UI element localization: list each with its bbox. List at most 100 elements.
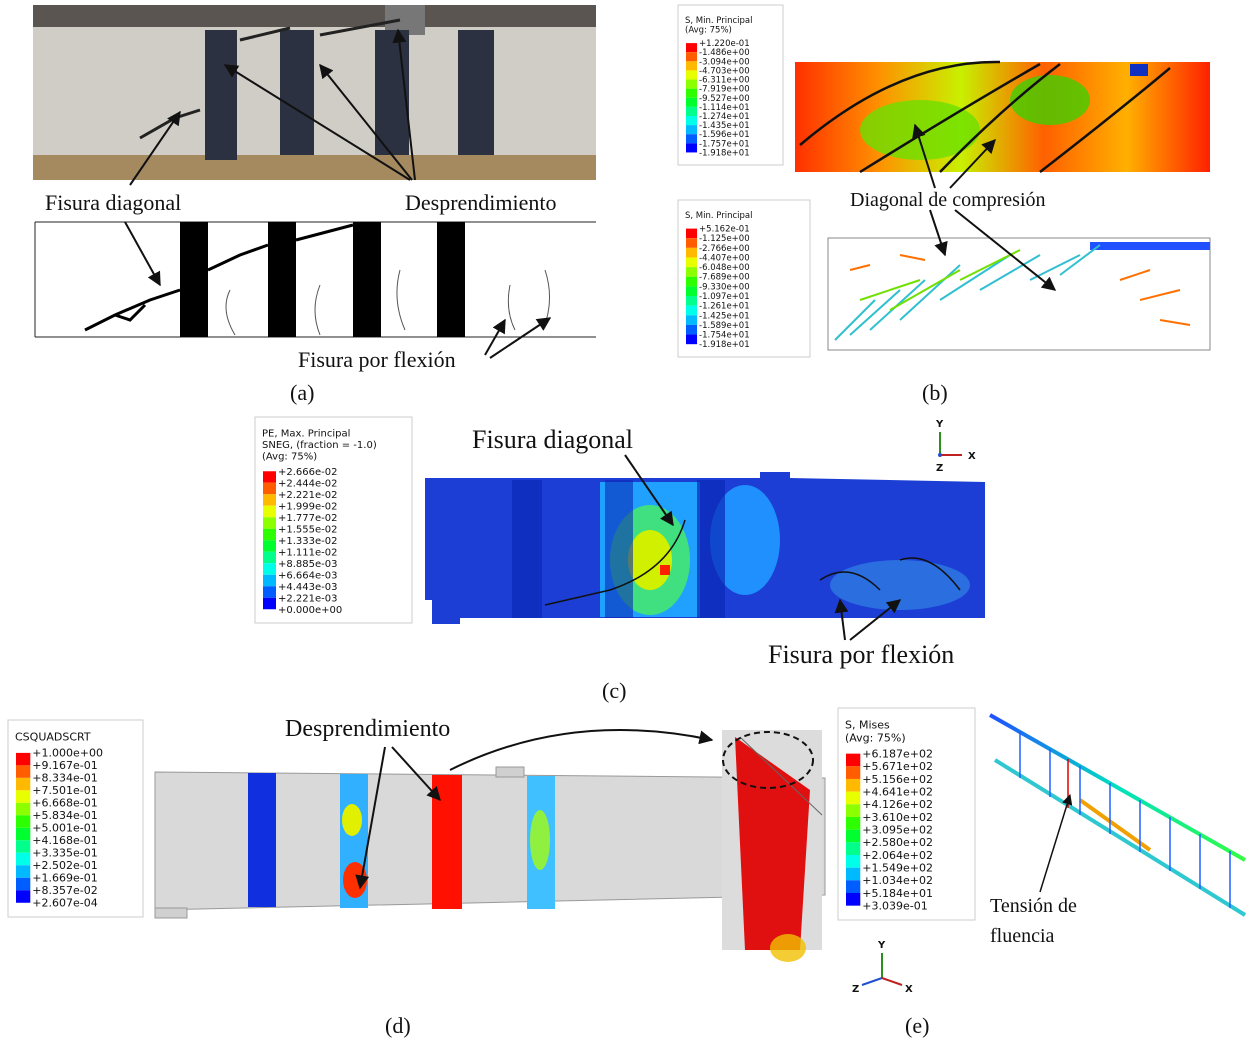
legend-swatch [686, 277, 697, 287]
legend-swatch [16, 878, 30, 890]
legend-swatch [686, 267, 697, 277]
legend-swatch [16, 815, 30, 827]
annotation: Desprendimiento [405, 190, 557, 215]
annotation: Fisura diagonal [472, 425, 633, 454]
legend-value: +1.555e-02 [278, 524, 338, 535]
annotation: Fisura por flexión [298, 347, 456, 372]
annotation: Tensión de [990, 895, 1077, 917]
annotation: Fisura por flexión [768, 640, 954, 669]
legend-value: +1.777e-02 [278, 513, 338, 524]
legend-value: +6.187e+02 [862, 747, 933, 760]
legend-swatch [686, 238, 697, 248]
sketch-a [35, 222, 596, 337]
legend-swatch [686, 89, 697, 98]
legend-swatch [686, 257, 697, 267]
legend-value: -1.097e+01 [699, 292, 750, 302]
legend-swatch [846, 804, 860, 817]
legend-swatch [686, 134, 697, 143]
legend-value: +1.111e-02 [278, 547, 338, 558]
legend-title: S, Min. Principal [685, 16, 753, 26]
legend-swatch [686, 143, 697, 152]
figure: Fisura diagonal Desprendimiento Fisura p… [0, 0, 1249, 1040]
rebar-e [990, 715, 1245, 915]
legend-swatch [686, 70, 697, 79]
legend-swatch [686, 98, 697, 107]
legend-swatch [263, 598, 276, 610]
legend-value: +7.501e-01 [32, 784, 97, 797]
legend-value: +3.335e-01 [32, 847, 97, 860]
legend-title: PE, Max. Principal [262, 429, 350, 440]
legend-swatch [686, 325, 697, 335]
legend-swatch [686, 315, 697, 325]
legend-value: +2.444e-02 [278, 478, 338, 489]
annotation: fluencia [990, 925, 1055, 947]
legend-value: +6.664e-03 [278, 570, 338, 581]
legend-swatch [686, 116, 697, 125]
legend-value: +5.162e-01 [699, 225, 750, 235]
legend-swatch [686, 296, 697, 306]
legend-value: +4.641e+02 [862, 785, 933, 798]
legend-value: +0.000e+00 [278, 605, 342, 616]
legend-value: -1.589e+01 [699, 321, 750, 331]
legend-swatch [16, 865, 30, 877]
legend-value: +4.126e+02 [862, 798, 933, 811]
legend-swatch [263, 529, 276, 541]
triad-label: X [905, 984, 913, 995]
legend-value: +8.357e-02 [32, 884, 97, 897]
legend-value: +6.668e-01 [32, 797, 97, 810]
panel-label: (d) [385, 1013, 411, 1038]
panel-label: (b) [922, 380, 948, 405]
legend-value: +2.064e+02 [862, 849, 933, 862]
legend-value: +2.221e-02 [278, 490, 338, 501]
legend-value: -1.918e+01 [699, 340, 750, 350]
legend-value: +3.095e+02 [862, 824, 933, 837]
legend-value: +3.039e-01 [862, 900, 927, 913]
legend-swatch [686, 61, 697, 70]
legend-swatch [846, 754, 860, 767]
legend-swatch [16, 765, 30, 777]
legend-value: +5.156e+02 [862, 773, 933, 786]
legend-value: +1.333e-02 [278, 536, 338, 547]
legend-swatch [686, 80, 697, 89]
legend-swatch [263, 506, 276, 518]
legend-value: +1.034e+02 [862, 874, 933, 887]
legend-swatch [16, 753, 30, 765]
panel-label: (e) [905, 1013, 929, 1038]
legend-value: +8.885e-03 [278, 559, 338, 570]
page: { "panel_a": {"label": "(a)", "annotatio… [0, 0, 1249, 1040]
legend-title: SNEG, (fraction = -1.0) [262, 440, 377, 451]
legend-value: +9.167e-01 [32, 759, 97, 772]
legend-swatch [846, 842, 860, 855]
legend-value: +2.607e-04 [32, 897, 97, 910]
legend-value: +4.443e-03 [278, 582, 338, 593]
legend-value: +2.221e-03 [278, 593, 338, 604]
triad-e [862, 953, 902, 985]
legend-value: +2.666e-02 [278, 467, 338, 478]
legend-title: S, Mises [845, 719, 890, 732]
contour-c [425, 472, 985, 624]
legend-swatch [263, 563, 276, 575]
legend-value: +5.671e+02 [862, 760, 933, 773]
legend-value: -6.048e+00 [699, 263, 750, 273]
legend-swatch [846, 855, 860, 868]
annotation: Fisura diagonal [45, 190, 181, 215]
annotation: Desprendimiento [285, 716, 450, 742]
panel-label: (c) [602, 678, 626, 703]
legend-swatch [846, 830, 860, 843]
legend-swatch [16, 790, 30, 802]
arrow-e [1040, 795, 1070, 892]
legend-value: +2.502e-01 [32, 859, 97, 872]
legend-swatch [846, 880, 860, 893]
legend-swatch [263, 494, 276, 506]
legend-swatch [846, 766, 860, 779]
legend-swatch [263, 540, 276, 552]
photo-a [33, 5, 596, 180]
panel-label: (a) [290, 380, 314, 405]
legend-swatch [686, 52, 697, 61]
legend-swatch [16, 890, 30, 902]
legend-swatch [846, 779, 860, 792]
triad-c [938, 432, 962, 457]
legend-swatch [16, 778, 30, 790]
legend-value: +1.549e+02 [862, 862, 933, 875]
legend-value: +1.999e-02 [278, 501, 338, 512]
